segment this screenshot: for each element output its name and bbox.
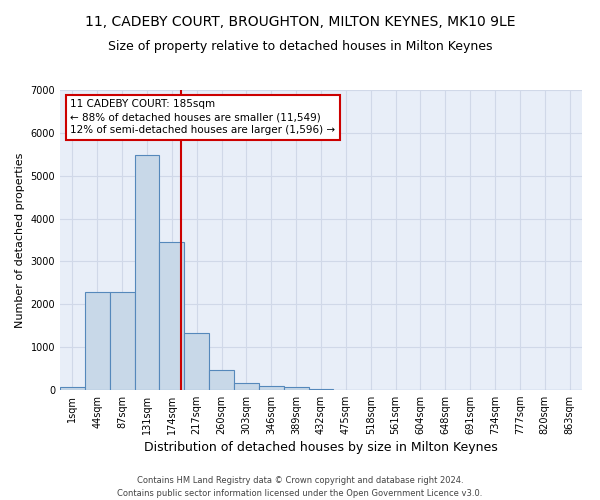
Bar	[209, 370, 234, 390]
Text: Contains HM Land Registry data © Crown copyright and database right 2024.
Contai: Contains HM Land Registry data © Crown c…	[118, 476, 482, 498]
Bar	[160, 242, 184, 390]
Bar	[308, 388, 334, 390]
Text: Size of property relative to detached houses in Milton Keynes: Size of property relative to detached ho…	[108, 40, 492, 53]
X-axis label: Distribution of detached houses by size in Milton Keynes: Distribution of detached houses by size …	[144, 442, 498, 454]
Bar	[234, 383, 259, 390]
Bar	[284, 388, 308, 390]
Bar	[134, 155, 160, 390]
Bar	[110, 292, 134, 390]
Bar	[85, 292, 110, 390]
Bar	[184, 334, 209, 390]
Text: 11, CADEBY COURT, BROUGHTON, MILTON KEYNES, MK10 9LE: 11, CADEBY COURT, BROUGHTON, MILTON KEYN…	[85, 15, 515, 29]
Bar	[259, 386, 284, 390]
Y-axis label: Number of detached properties: Number of detached properties	[15, 152, 25, 328]
Bar	[60, 387, 85, 390]
Text: 11 CADEBY COURT: 185sqm
← 88% of detached houses are smaller (11,549)
12% of sem: 11 CADEBY COURT: 185sqm ← 88% of detache…	[70, 99, 335, 136]
